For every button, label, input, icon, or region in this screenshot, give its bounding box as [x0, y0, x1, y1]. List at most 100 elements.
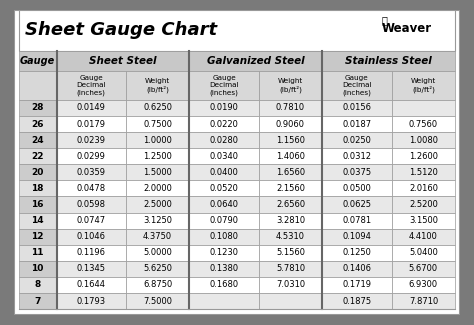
Text: 0.0359: 0.0359 [77, 168, 106, 177]
Text: 1.2600: 1.2600 [409, 152, 438, 161]
Text: 28: 28 [31, 103, 44, 112]
Text: 0.1046: 0.1046 [77, 232, 106, 241]
Text: Weight
(lb/ft²): Weight (lb/ft²) [411, 78, 436, 93]
Bar [56, 51, 190, 71]
Text: 12: 12 [31, 232, 44, 241]
Bar [126, 100, 190, 116]
Text: 5.1560: 5.1560 [276, 248, 305, 257]
Bar [56, 196, 126, 213]
Text: 7.0310: 7.0310 [276, 280, 305, 290]
Bar [259, 261, 322, 277]
Text: 0.0400: 0.0400 [210, 168, 238, 177]
Text: 7.8710: 7.8710 [409, 297, 438, 306]
Bar [392, 213, 456, 229]
Text: 8: 8 [35, 280, 41, 290]
Bar [190, 51, 322, 71]
Text: 0.0149: 0.0149 [77, 103, 106, 112]
Bar [259, 71, 322, 100]
Text: 20: 20 [31, 168, 44, 177]
Text: 0.0747: 0.0747 [76, 216, 106, 225]
Bar [322, 148, 392, 164]
Text: 0.0375: 0.0375 [342, 168, 372, 177]
Text: 0.0520: 0.0520 [210, 184, 238, 193]
Text: 2.0000: 2.0000 [143, 184, 172, 193]
Bar [392, 100, 456, 116]
Text: 6.9300: 6.9300 [409, 280, 438, 290]
Bar [18, 51, 56, 71]
Bar [56, 213, 126, 229]
Text: 1.5120: 1.5120 [409, 168, 438, 177]
Bar [56, 100, 126, 116]
Text: 11: 11 [31, 248, 44, 257]
Bar [18, 196, 56, 213]
Bar [259, 277, 322, 293]
Text: 0.1875: 0.1875 [342, 297, 372, 306]
Bar [190, 100, 259, 116]
Text: 3.2810: 3.2810 [276, 216, 305, 225]
Bar [126, 132, 190, 148]
Text: 0.1094: 0.1094 [343, 232, 372, 241]
Text: 0.0299: 0.0299 [77, 152, 106, 161]
Text: 0.7500: 0.7500 [143, 120, 172, 128]
Bar [18, 100, 56, 116]
Text: 5.6250: 5.6250 [143, 265, 172, 273]
Text: 0.6250: 0.6250 [143, 103, 172, 112]
Bar [259, 245, 322, 261]
Text: 0.0156: 0.0156 [342, 103, 372, 112]
Bar [18, 132, 56, 148]
Bar [322, 245, 392, 261]
Text: 14: 14 [31, 216, 44, 225]
Bar [322, 100, 392, 116]
Text: 0.0625: 0.0625 [342, 200, 372, 209]
Text: Gauge
Decimal
(inches): Gauge Decimal (inches) [342, 75, 372, 96]
Text: 0.7810: 0.7810 [276, 103, 305, 112]
Text: 0.0187: 0.0187 [342, 120, 372, 128]
Bar [190, 180, 259, 196]
Bar [322, 116, 392, 132]
Bar [126, 196, 190, 213]
Bar [322, 196, 392, 213]
Text: 10: 10 [31, 265, 44, 273]
Bar [56, 116, 126, 132]
Bar [56, 229, 126, 245]
Text: 1.4060: 1.4060 [276, 152, 305, 161]
Text: Sheet Steel: Sheet Steel [89, 56, 157, 66]
Bar [190, 229, 259, 245]
Bar [18, 148, 56, 164]
Bar [259, 196, 322, 213]
Bar [190, 293, 259, 309]
Text: 1.6560: 1.6560 [276, 168, 305, 177]
Bar [392, 132, 456, 148]
Bar [322, 180, 392, 196]
Bar [259, 148, 322, 164]
Text: 0.1196: 0.1196 [77, 248, 106, 257]
Text: 0.0220: 0.0220 [210, 120, 238, 128]
Bar [18, 213, 56, 229]
Text: 0.1380: 0.1380 [210, 265, 238, 273]
Text: 1.2500: 1.2500 [143, 152, 172, 161]
Text: Weaver: Weaver [381, 22, 431, 35]
Bar [190, 245, 259, 261]
Bar [18, 116, 56, 132]
Bar [56, 180, 126, 196]
Bar [190, 148, 259, 164]
Bar [322, 261, 392, 277]
Bar [126, 229, 190, 245]
Text: 0.1345: 0.1345 [77, 265, 106, 273]
Text: 26: 26 [31, 120, 44, 128]
Bar [322, 277, 392, 293]
Text: 0.0190: 0.0190 [210, 103, 238, 112]
Bar [18, 164, 56, 180]
Text: 0.1680: 0.1680 [210, 280, 238, 290]
Bar [190, 196, 259, 213]
Bar [126, 180, 190, 196]
Bar [190, 213, 259, 229]
Bar [56, 71, 126, 100]
Text: 7: 7 [35, 297, 41, 306]
Bar [190, 71, 259, 100]
Text: 0.0340: 0.0340 [210, 152, 238, 161]
Text: Weight
(lb/ft²): Weight (lb/ft²) [278, 78, 303, 93]
Text: 18: 18 [31, 184, 44, 193]
Bar [126, 71, 190, 100]
Bar [259, 293, 322, 309]
